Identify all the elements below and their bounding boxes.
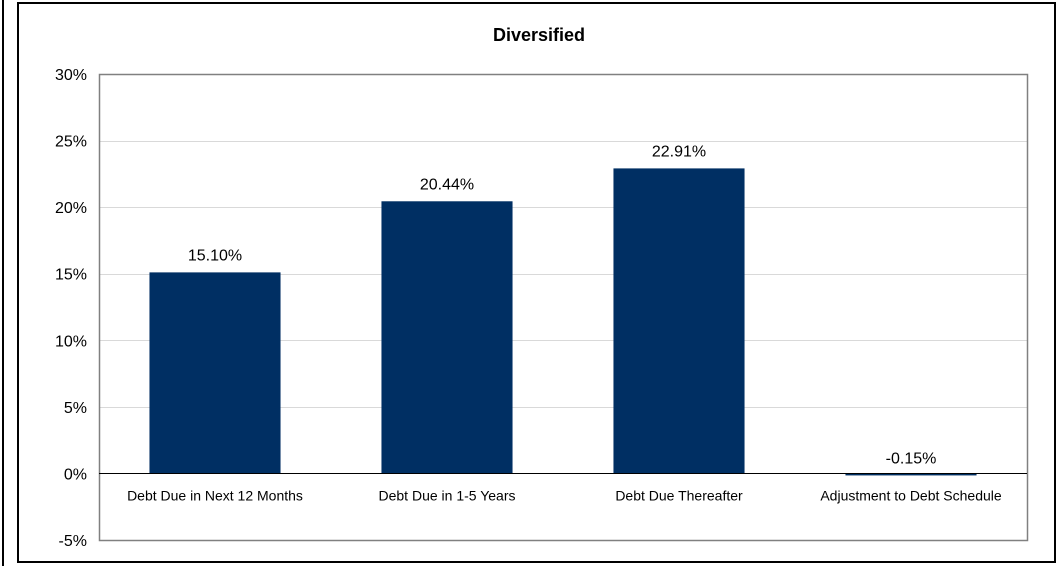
category-label: Adjustment to Debt Schedule	[820, 487, 1002, 503]
data-label: 22.91%	[652, 143, 706, 160]
chart-title: Diversified	[493, 25, 585, 45]
category-label: Debt Due in 1-5 Years	[379, 487, 516, 503]
category-label: Debt Due in Next 12 Months	[127, 487, 303, 503]
y-tick-label: 10%	[55, 333, 87, 350]
bar-chart: Diversified 15.10% Debt Due in Next 12 Mo…	[55, 25, 1029, 550]
left-frame-edge	[0, 0, 4, 566]
bar	[149, 272, 281, 474]
y-tick-label: 30%	[55, 67, 87, 84]
bar	[613, 168, 745, 474]
plot-area-border	[98, 73, 1029, 542]
y-tick-label: 15%	[55, 267, 87, 284]
y-tick-label: 0%	[64, 466, 87, 483]
y-tick-label: 25%	[55, 134, 87, 151]
data-label: 15.10%	[188, 247, 242, 264]
category-label: Debt Due Thereafter	[615, 487, 743, 503]
data-label: 20.44%	[420, 176, 474, 193]
y-tick-label: -5%	[59, 533, 87, 550]
y-tick-label: 5%	[64, 400, 87, 417]
chart-container: Diversified 15.10% Debt Due in Next 12 Mo…	[17, 2, 1056, 563]
bar	[381, 201, 513, 474]
y-tick-label: 20%	[55, 200, 87, 217]
data-label: -0.15%	[886, 450, 937, 467]
bar	[845, 473, 977, 476]
